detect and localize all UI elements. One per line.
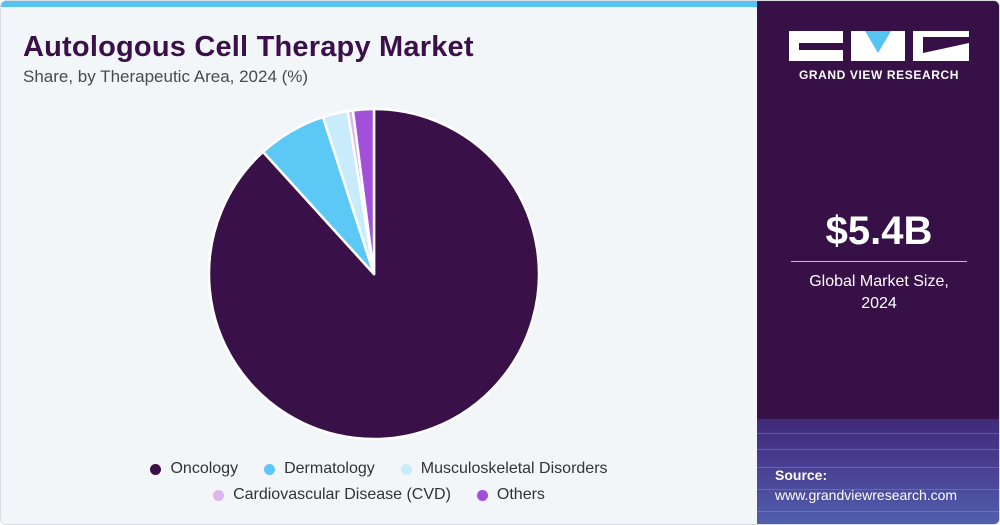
market-size-label: Global Market Size, 2024 (757, 271, 999, 315)
info-panel: GRAND VIEW RESEARCH $5.4B Global Market … (757, 1, 999, 524)
legend-swatch-dermatology (264, 463, 276, 475)
legend-swatch-others (476, 489, 488, 501)
panel-footer-band (757, 419, 999, 524)
top-accent-bar (1, 1, 757, 7)
market-size-value: $5.4B (825, 209, 933, 253)
source-link[interactable]: www.grandviewresearch.com (775, 487, 958, 503)
legend-label: Others (496, 486, 545, 503)
legend-label: Musculoskeletal Disorders (420, 460, 608, 477)
legend-label: Cardiovascular Disease (CVD) (233, 486, 451, 503)
decor-line (757, 449, 999, 450)
legend-swatch-cvd (213, 489, 225, 501)
chart-subtitle: Share, by Therapeutic Area, 2024 (%) (23, 67, 309, 86)
pie-slice-others (351, 107, 376, 276)
legend-row: Cardiovascular Disease (CVD) Others (1, 482, 757, 508)
legend-item-musculoskeletal: Musculoskeletal Disorders (400, 460, 608, 478)
market-size-label-line2: 2024 (861, 295, 897, 312)
market-size-label-line1: Global Market Size, (809, 273, 949, 290)
chart-title: Autologous Cell Therapy Market (23, 31, 474, 63)
legend-swatch-oncology (150, 463, 162, 475)
decor-line (757, 433, 999, 434)
legend-row: Oncology Dermatology Musculoskeletal Dis… (1, 456, 757, 482)
metric-divider (791, 261, 967, 262)
legend-item-cvd: Cardiovascular Disease (CVD) (213, 486, 451, 504)
pie-chart (207, 107, 541, 441)
decor-line (757, 489, 999, 490)
legend-item-oncology: Oncology (150, 460, 238, 478)
legend-label: Dermatology (284, 460, 375, 477)
grand-view-research-logo-icon (789, 31, 969, 61)
brand-name: GRAND VIEW RESEARCH (798, 68, 960, 82)
chart-legend: Oncology Dermatology Musculoskeletal Dis… (1, 456, 757, 508)
decor-line (757, 467, 999, 468)
legend-label: Oncology (170, 460, 239, 477)
source-label: Source: (775, 467, 828, 483)
legend-item-others: Others (476, 486, 545, 504)
legend-swatch-musculoskeletal (400, 463, 412, 475)
legend-item-dermatology: Dermatology (264, 460, 375, 478)
decor-line (757, 511, 999, 512)
